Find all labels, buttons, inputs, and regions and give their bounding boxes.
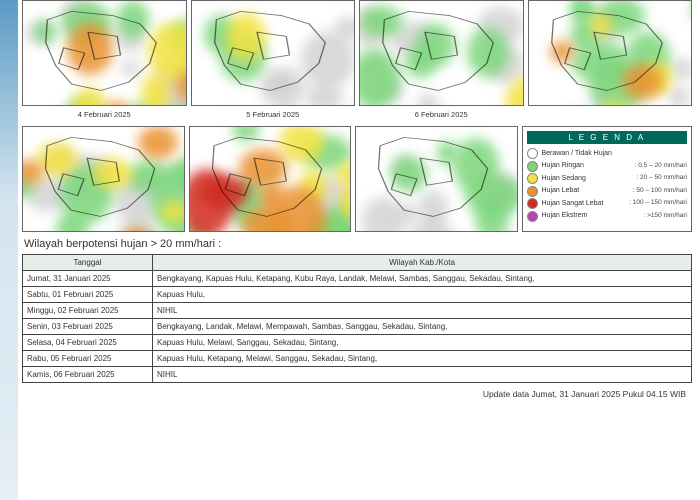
map-caption: 6 Februari 2025 [359,110,524,120]
cell-date: Minggu, 02 Februari 2025 [23,303,153,319]
cell-date: Jumat, 31 Januari 2025 [23,271,153,287]
legend-item: Hujan Sedang: 20 – 50 mm/hari [527,173,688,184]
legend-value: : 20 – 50 mm/hari [636,174,687,182]
table-header-wilayah: Wilayah Kab./Kota [153,255,692,271]
cell-wilayah: Kapuas Hulu, [153,287,692,303]
map-caption: 5 Februari 2025 [191,110,356,120]
cell-date: Sabtu, 01 Februari 2025 [23,287,153,303]
legend-item: Hujan Ringan : 0.5 – 20 mm/hari [527,161,688,172]
legend-swatch [527,186,538,197]
legend-label: Berawan / Tidak Hujan [542,149,684,158]
cell-date: Selasa, 04 Februari 2025 [23,335,153,351]
table-header-date: Tanggal [23,255,153,271]
legend-title: L E G E N D A [527,131,688,144]
maps-row-top [22,0,692,106]
cell-date: Senin, 03 Februari 2025 [23,319,153,335]
cell-wilayah: Kapuas Hulu, Melawi, Sanggau, Sekadau, S… [153,335,692,351]
forecast-map [191,0,356,106]
legend-item: Berawan / Tidak Hujan [527,148,688,159]
legend-swatch [527,148,538,159]
table-row: Jumat, 31 Januari 2025Bengkayang, Kapuas… [23,271,692,287]
legend-swatch [527,211,538,222]
update-timestamp: Update data Jumat, 31 Januari 2025 Pukul… [22,389,692,399]
forecast-map [189,126,352,232]
legend-swatch [527,173,538,184]
legend: L E G E N D A Berawan / Tidak Hujan Hujan … [522,126,693,232]
legend-swatch [527,161,538,172]
cell-wilayah: Kapuas Hulu, Ketapang, Melawi, Sanggau, … [153,351,692,367]
forecast-map [359,0,524,106]
forecast-table: Tanggal Wilayah Kab./Kota Jumat, 31 Janu… [22,254,692,383]
content-area: 4 Februari 2025 5 Februari 20256 Februari… [22,0,692,492]
section-title: Wilayah berpotensi hujan > 20 mm/hari : [24,238,692,250]
legend-label: Hujan Ringan [542,161,631,170]
maps-row-2: L E G E N D A Berawan / Tidak Hujan Hujan … [22,126,692,232]
map-caption: 4 Februari 2025 [22,110,187,120]
forecast-map [22,126,185,232]
legend-label: Hujan Lebat [542,186,629,195]
cell-date: Rabu, 05 Februari 2025 [23,351,153,367]
table-row: Minggu, 02 Februari 2025NIHIL [23,303,692,319]
table-row: Senin, 03 Februari 2025Bengkayang, Landa… [23,319,692,335]
table-row: Rabu, 05 Februari 2025Kapuas Hulu, Ketap… [23,351,692,367]
legend-label: Hujan Ekstrem [542,211,640,220]
legend-value: : >150 mm/hari [643,212,687,220]
table-row: Kamis, 06 Februari 2025NIHIL [23,367,692,383]
legend-value: : 0.5 – 20 mm/hari [635,162,687,170]
legend-label: Hujan Sangat Lebat [542,199,626,208]
table-row: Selasa, 04 Februari 2025Kapuas Hulu, Mel… [23,335,692,351]
cell-wilayah: Bengkayang, Landak, Melawi, Mempawah, Sa… [153,319,692,335]
table-row: Sabtu, 01 Februari 2025Kapuas Hulu, [23,287,692,303]
forecast-map [22,0,187,106]
legend-value: : 50 – 100 mm/hari [633,187,687,195]
cell-wilayah: NIHIL [153,367,692,383]
legend-item: Hujan Ekstrem: >150 mm/hari [527,211,688,222]
forecast-map [528,0,693,106]
legend-label: Hujan Sedang [542,174,633,183]
cell-wilayah: Bengkayang, Kapuas Hulu, Ketapang, Kubu … [153,271,692,287]
legend-value: : 100 – 150 mm/hari [629,199,687,207]
legend-swatch [527,198,538,209]
legend-item: Hujan Lebat : 50 – 100 mm/hari [527,186,688,197]
forecast-map [355,126,518,232]
page-accent-strip [0,0,18,500]
cell-date: Kamis, 06 Februari 2025 [23,367,153,383]
maps-row-2-captions: 4 Februari 2025 5 Februari 20256 Februari… [22,110,692,122]
cell-wilayah: NIHIL [153,303,692,319]
legend-item: Hujan Sangat Lebat: 100 – 150 mm/hari [527,198,688,209]
